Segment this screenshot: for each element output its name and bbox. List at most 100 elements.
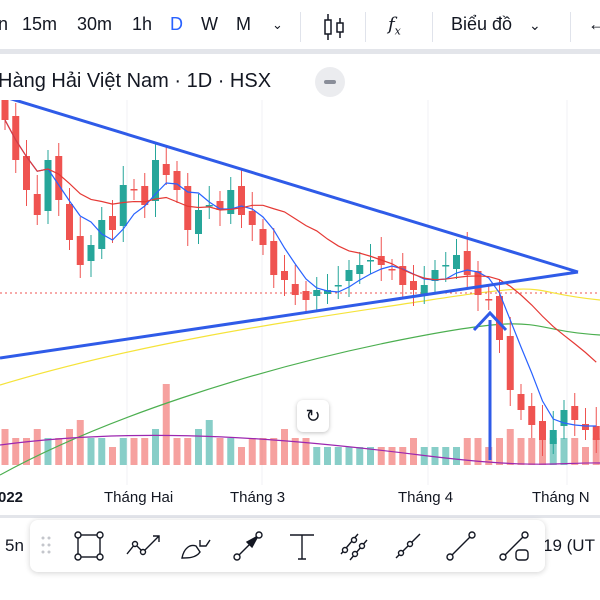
volume-bar <box>66 429 73 465</box>
volume-bar <box>377 447 385 465</box>
arrow-tool-icon[interactable] <box>232 530 264 562</box>
volume-bar <box>87 438 95 465</box>
candle-body <box>345 270 353 281</box>
candle-body <box>410 281 417 290</box>
candle-body <box>291 284 299 295</box>
candle-body <box>324 290 331 294</box>
ma-fast-line <box>4 119 597 427</box>
volume-ma-line <box>0 434 600 465</box>
candle-body <box>259 229 267 245</box>
undo-arrow-icon[interactable]: ← <box>588 14 600 34</box>
rectangle-tool-icon[interactable] <box>73 530 105 562</box>
candle-body <box>119 185 127 226</box>
reset-chart-button[interactable]: ↻ <box>297 400 329 432</box>
volume-bar <box>560 438 568 465</box>
candle-body <box>313 290 321 296</box>
volume-bar <box>474 438 482 465</box>
candle-body <box>109 216 116 230</box>
volume-bar <box>248 438 256 465</box>
interval-15m[interactable]: 15m <box>22 14 58 34</box>
candle-body <box>474 271 482 295</box>
volume-bar <box>76 420 84 465</box>
candle-body <box>334 285 342 287</box>
candle-body <box>76 236 84 265</box>
volume-bar <box>205 420 213 465</box>
volume-bar <box>506 429 514 465</box>
candle-body <box>281 271 288 280</box>
volume-bar <box>356 447 364 465</box>
candle-body <box>560 410 568 426</box>
trendline-lower <box>0 270 579 360</box>
path-tool-icon[interactable] <box>125 530 165 562</box>
volume-bar <box>195 429 202 465</box>
ma-slow-line <box>4 119 597 363</box>
candle-body <box>517 394 525 410</box>
volume-bar <box>184 438 192 465</box>
drag-handle-icon[interactable] <box>40 530 52 562</box>
candle-body <box>23 156 30 190</box>
candle-body <box>549 430 557 444</box>
candle-body <box>592 426 600 440</box>
intervals-chevron-icon[interactable]: ⌄ <box>272 17 283 32</box>
timezone-label[interactable]: 19 (UT <box>543 536 595 555</box>
volume-bar <box>152 429 159 465</box>
volume-bar <box>528 438 536 465</box>
candle-body <box>162 164 170 175</box>
indicators-fx-icon[interactable]: fx <box>388 14 401 38</box>
measure-line-icon[interactable] <box>498 530 530 562</box>
candle-body <box>1 100 9 120</box>
volume-bar <box>345 447 353 465</box>
brush-tool-icon[interactable] <box>180 530 212 562</box>
volume-bar <box>270 438 278 465</box>
candle-body <box>388 269 396 271</box>
interval-minutes[interactable]: n <box>0 14 9 34</box>
volume-bar <box>259 438 267 465</box>
candle-body <box>506 336 514 390</box>
volume-bar <box>216 438 224 465</box>
interval-w[interactable]: W <box>201 14 218 34</box>
volume-bar <box>130 438 138 465</box>
arrow-head-icon <box>472 310 508 332</box>
candle-body <box>205 205 213 207</box>
candle-body <box>184 186 192 230</box>
candle-body <box>582 424 589 430</box>
candle-body <box>44 160 52 211</box>
volume-bar <box>496 438 503 465</box>
candlestick-type-icon[interactable] <box>322 12 346 42</box>
volume-bar <box>388 447 396 465</box>
candle-body <box>399 266 407 285</box>
parallel-channel-icon[interactable] <box>338 530 370 562</box>
interval-d[interactable]: D <box>170 14 183 34</box>
chart-type-dropdown[interactable]: Biểu đồ <box>451 14 513 34</box>
volume-bar <box>98 438 106 465</box>
collapse-legend-button[interactable] <box>315 67 345 97</box>
volume-bar <box>238 447 245 465</box>
candle-body <box>302 291 310 300</box>
candle-body <box>66 204 73 240</box>
volume-bar <box>517 438 525 465</box>
interval-1h[interactable]: 1h <box>132 14 153 34</box>
candle-body <box>431 270 439 281</box>
trend-line-icon[interactable] <box>445 530 477 562</box>
chevron-down-icon[interactable]: ⌄ <box>529 17 541 33</box>
text-tool-icon[interactable] <box>286 530 318 562</box>
volume-bar <box>410 438 417 465</box>
symbol-legend-title: Hàng Hải Việt Nam · 1D · HSX <box>0 70 272 92</box>
candle-body <box>270 241 278 275</box>
candle-body <box>496 296 503 340</box>
time-label: Tháng N <box>532 489 590 506</box>
volume-bar <box>334 447 342 465</box>
bottom-range-label[interactable]: 5n <box>5 536 24 555</box>
interval-m[interactable]: M <box>236 14 251 34</box>
extended-line-icon[interactable] <box>392 530 424 562</box>
volume-bar <box>55 438 63 465</box>
candle-body <box>216 201 224 210</box>
volume-bar <box>162 384 170 465</box>
volume-bar <box>1 429 9 465</box>
volume-bar <box>571 438 579 465</box>
candle-body <box>420 285 428 294</box>
volume-bar <box>453 447 460 465</box>
interval-30m[interactable]: 30m <box>77 14 113 34</box>
price-chart[interactable] <box>0 100 600 485</box>
candle-body <box>173 171 181 190</box>
